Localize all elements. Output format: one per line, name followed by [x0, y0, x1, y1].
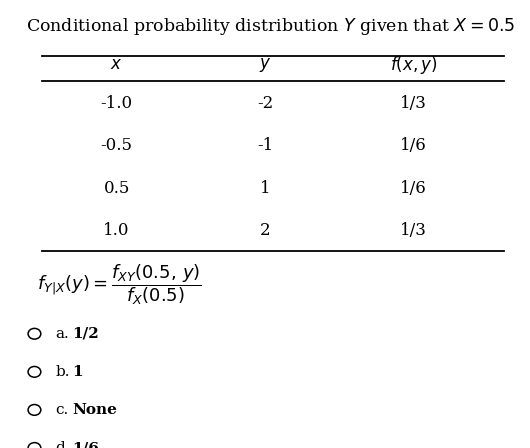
- Text: $y$: $y$: [259, 56, 271, 74]
- Text: -0.5: -0.5: [101, 137, 132, 154]
- Text: 1: 1: [73, 365, 83, 379]
- Text: 1/3: 1/3: [400, 222, 427, 239]
- Text: $x$: $x$: [110, 56, 123, 73]
- Text: b.: b.: [56, 365, 70, 379]
- Text: 2: 2: [260, 222, 270, 239]
- Text: $f(x, y)$: $f(x, y)$: [390, 54, 437, 76]
- Text: $f_{Y|X}(y) = \dfrac{f_{XY}(0.5,\, y)}{f_X(0.5)}$: $f_{Y|X}(y) = \dfrac{f_{XY}(0.5,\, y)}{f…: [37, 262, 202, 307]
- Text: 1/6: 1/6: [400, 180, 427, 197]
- Text: 1/6: 1/6: [400, 137, 427, 154]
- Text: d.: d.: [56, 441, 70, 448]
- Text: a.: a.: [56, 327, 69, 341]
- Text: -1: -1: [257, 137, 273, 154]
- Text: -1.0: -1.0: [101, 95, 132, 112]
- Text: 1.0: 1.0: [103, 222, 130, 239]
- Text: 1: 1: [260, 180, 270, 197]
- Text: -2: -2: [257, 95, 273, 112]
- Text: 1/3: 1/3: [400, 95, 427, 112]
- Text: 1/6: 1/6: [73, 441, 100, 448]
- Text: Conditional probability distribution $Y$ given that $X = 0.5$: Conditional probability distribution $Y$…: [26, 16, 516, 37]
- Text: None: None: [73, 403, 118, 417]
- Text: c.: c.: [56, 403, 69, 417]
- Text: 0.5: 0.5: [103, 180, 130, 197]
- Text: 1/2: 1/2: [73, 327, 99, 341]
